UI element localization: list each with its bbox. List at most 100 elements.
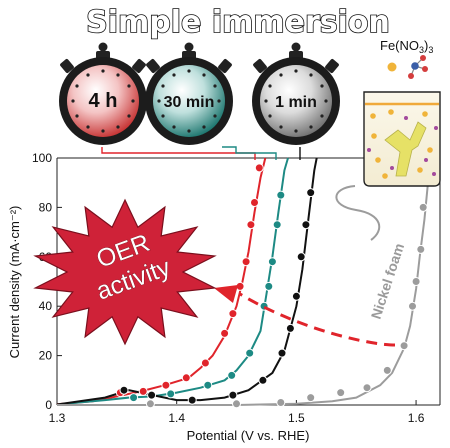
timer-dot xyxy=(202,125,206,129)
timer-3: 1 min xyxy=(252,42,340,145)
series-line-black xyxy=(56,157,318,406)
data-point-black xyxy=(306,188,316,198)
series-line-gray xyxy=(57,157,432,406)
data-point-gray xyxy=(362,383,372,393)
fe-particle xyxy=(370,113,376,119)
data-point-black xyxy=(258,375,268,385)
fe-particle xyxy=(427,147,433,153)
timer-dot xyxy=(320,84,324,88)
timer-dot xyxy=(172,125,176,129)
timer-dot xyxy=(320,114,324,118)
fe-particle xyxy=(382,173,388,179)
data-point-teal xyxy=(264,281,274,291)
data-point-black xyxy=(228,390,238,400)
data-point-red xyxy=(254,163,264,173)
timer-dot xyxy=(294,69,298,73)
timer-face xyxy=(153,65,225,137)
timer-left-button xyxy=(146,59,160,73)
data-point-gray xyxy=(408,301,417,311)
timer-dot xyxy=(71,99,75,103)
x-tick-label: 1.6 xyxy=(408,411,425,425)
reagent-molecule xyxy=(387,55,428,79)
data-point-gray xyxy=(399,341,409,351)
timer-dot xyxy=(75,114,79,118)
data-point-red xyxy=(228,309,238,319)
fe-particle xyxy=(417,167,423,173)
nitrate-particle xyxy=(424,158,428,162)
x-tick-label: 1.5 xyxy=(288,411,305,425)
nickel-foam-connector xyxy=(335,185,381,241)
timers: 4 h 30 min 1 min xyxy=(59,42,340,145)
page-title: Simple immersion xyxy=(86,5,390,40)
timer-dot xyxy=(161,114,165,118)
timer-dot xyxy=(127,84,131,88)
burst-shape xyxy=(33,198,217,346)
fe-ion-icon xyxy=(387,62,397,72)
timer-dot xyxy=(202,73,206,77)
timer-knob xyxy=(184,42,194,52)
data-point-red xyxy=(181,373,191,383)
timer-dot xyxy=(309,73,313,77)
data-point-teal xyxy=(245,348,255,358)
fe-particle xyxy=(422,111,428,117)
timer-dot xyxy=(213,114,217,118)
data-point-gray xyxy=(382,365,392,375)
timer-label: 30 min xyxy=(164,94,215,111)
data-point-gray xyxy=(276,398,286,407)
data-point-teal xyxy=(129,393,139,403)
oxygen-atom-icon xyxy=(422,66,428,72)
data-point-gray xyxy=(232,399,241,409)
data-point-black xyxy=(187,395,197,405)
data-point-red xyxy=(250,198,259,207)
data-point-black xyxy=(285,323,295,333)
nitrate-particle xyxy=(434,126,438,130)
data-point-black xyxy=(291,291,301,301)
timer-dot xyxy=(294,129,298,133)
y-tick-label: 0 xyxy=(45,398,52,412)
timer-dot xyxy=(213,84,217,88)
data-point-gray xyxy=(418,202,428,212)
timer-2: 30 min xyxy=(145,42,233,145)
timer-dot xyxy=(187,129,191,133)
timer-knob xyxy=(98,42,108,52)
timer-1: 4 h xyxy=(59,42,147,145)
dashed-arrow-path xyxy=(239,292,396,347)
timer-dot xyxy=(187,69,191,73)
data-point-black xyxy=(301,220,311,230)
data-point-gray xyxy=(336,388,346,398)
timer-dot xyxy=(268,114,272,118)
data-point-red xyxy=(220,328,230,338)
data-point-black xyxy=(277,348,287,358)
timer-dot xyxy=(309,125,313,129)
nickel-foam-annotation: Nickel foam xyxy=(335,185,407,321)
reagent-formula: Fe(NO3)3 xyxy=(380,38,433,55)
timer-face xyxy=(67,65,139,137)
y-axis-label: Current density (mA·cm⁻²) xyxy=(7,206,22,359)
timer-right-button xyxy=(218,59,232,73)
timer-dot xyxy=(172,73,176,77)
data-point-gray xyxy=(411,277,421,286)
timer-dot xyxy=(127,114,131,118)
timer-knob xyxy=(291,42,301,52)
fe-particle xyxy=(375,157,381,163)
timer-left-button xyxy=(253,59,267,73)
leader-line-teal xyxy=(222,146,277,160)
timer-dot xyxy=(86,73,90,77)
particles xyxy=(367,109,438,179)
fe-particle xyxy=(371,133,377,139)
nitrate-particle xyxy=(367,148,371,152)
oxygen-atom-icon xyxy=(408,73,414,79)
y-tick-label: 80 xyxy=(39,200,53,214)
data-point-teal xyxy=(267,257,277,267)
timer-dot xyxy=(324,99,328,103)
leader-lines xyxy=(101,146,301,160)
y-tick-label: 20 xyxy=(39,349,53,363)
data-point-red xyxy=(161,380,171,390)
timer-dot xyxy=(75,84,79,88)
series-group xyxy=(56,157,432,409)
data-point-gray xyxy=(306,393,316,403)
timer-dot xyxy=(279,73,283,77)
data-point-teal xyxy=(227,370,237,380)
dashed-arrow xyxy=(214,285,396,347)
data-point-black xyxy=(147,390,157,400)
